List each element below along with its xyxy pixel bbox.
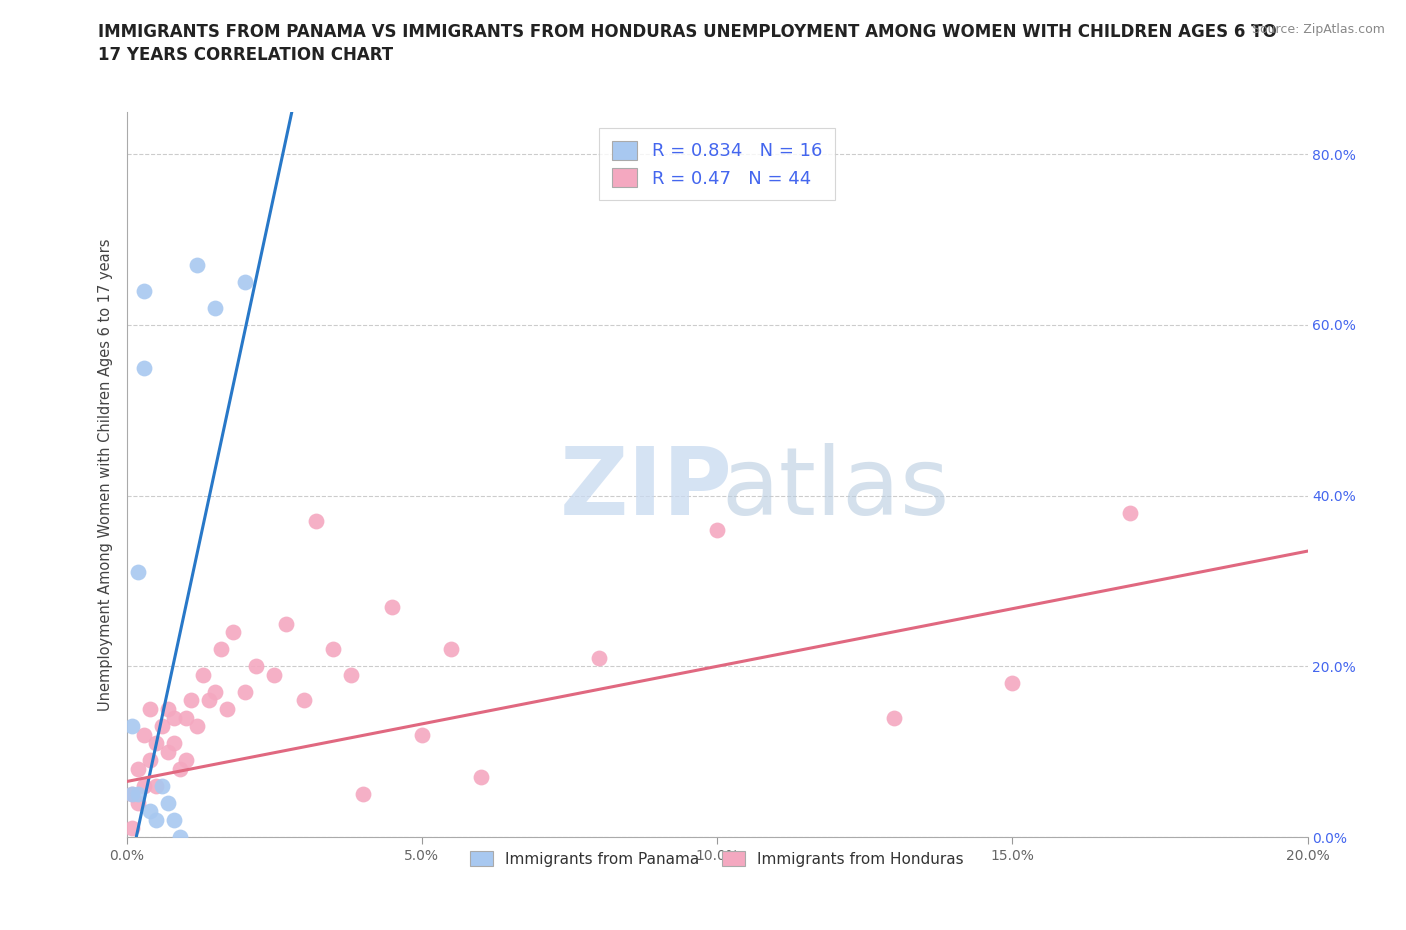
Point: [134, 727, 156, 742]
Point: [193, 668, 215, 683]
Point: [121, 719, 143, 734]
Point: [150, 719, 173, 734]
Point: [139, 752, 162, 767]
Point: [169, 830, 191, 844]
Point: [215, 701, 238, 716]
Point: [121, 787, 143, 802]
Point: [121, 787, 143, 802]
Text: atlas: atlas: [721, 443, 949, 535]
Point: [233, 684, 256, 699]
Legend: Immigrants from Panama, Immigrants from Honduras: Immigrants from Panama, Immigrants from …: [464, 844, 970, 873]
Point: [121, 821, 143, 836]
Point: [352, 787, 374, 802]
Point: [127, 565, 149, 580]
Text: ZIP: ZIP: [560, 443, 733, 535]
Point: [706, 523, 728, 538]
Point: [180, 693, 202, 708]
Point: [381, 599, 404, 614]
Point: [127, 795, 149, 810]
Point: [156, 744, 179, 759]
Point: [588, 650, 610, 665]
Point: [292, 693, 315, 708]
Point: [163, 711, 186, 725]
Point: [150, 778, 173, 793]
Point: [134, 778, 156, 793]
Point: [340, 668, 363, 683]
Point: [134, 284, 156, 299]
Point: [127, 762, 149, 777]
Point: [163, 736, 186, 751]
Text: 17 YEARS CORRELATION CHART: 17 YEARS CORRELATION CHART: [98, 46, 394, 64]
Point: [440, 642, 463, 657]
Point: [174, 711, 197, 725]
Point: [204, 684, 226, 699]
Point: [1001, 676, 1024, 691]
Point: [186, 258, 208, 272]
Point: [883, 711, 905, 725]
Point: [198, 693, 221, 708]
Point: [156, 795, 179, 810]
Point: [139, 701, 162, 716]
Point: [411, 727, 433, 742]
Y-axis label: Unemployment Among Women with Children Ages 6 to 17 years: Unemployment Among Women with Children A…: [98, 238, 114, 711]
Point: [174, 752, 197, 767]
Point: [163, 813, 186, 828]
Point: [245, 658, 267, 673]
Point: [186, 719, 208, 734]
Point: [139, 804, 162, 818]
Point: [127, 787, 149, 802]
Point: [209, 642, 232, 657]
Point: [322, 642, 344, 657]
Point: [233, 275, 256, 290]
Point: [470, 770, 492, 785]
Point: [156, 701, 179, 716]
Text: Source: ZipAtlas.com: Source: ZipAtlas.com: [1251, 23, 1385, 36]
Point: [145, 736, 167, 751]
Point: [1119, 505, 1142, 520]
Point: [174, 846, 197, 861]
Point: [204, 300, 226, 315]
Point: [222, 625, 245, 640]
Point: [134, 360, 156, 375]
Point: [263, 668, 285, 683]
Point: [274, 617, 297, 631]
Point: [145, 813, 167, 828]
Text: IMMIGRANTS FROM PANAMA VS IMMIGRANTS FROM HONDURAS UNEMPLOYMENT AMONG WOMEN WITH: IMMIGRANTS FROM PANAMA VS IMMIGRANTS FRO…: [98, 23, 1277, 41]
Point: [169, 762, 191, 777]
Point: [304, 513, 326, 528]
Point: [145, 778, 167, 793]
